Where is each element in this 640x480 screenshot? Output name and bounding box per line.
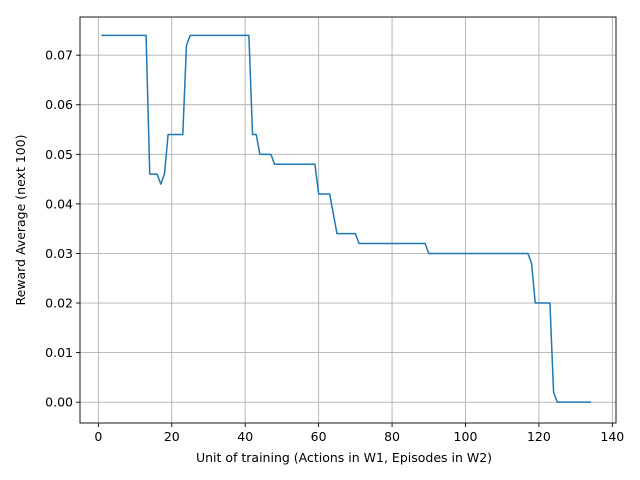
x-tick-label: 140 xyxy=(600,429,624,444)
y-axis-label: Reward Average (next 100) xyxy=(13,134,28,305)
y-tick-label: 0.07 xyxy=(45,48,73,63)
grid xyxy=(80,17,616,423)
y-tick-label: 0.03 xyxy=(45,246,73,261)
y-tick-label: 0.02 xyxy=(45,296,73,311)
x-axis: 0 20 40 60 80 100 120 140 xyxy=(94,423,624,444)
plot-frame xyxy=(79,16,617,424)
y-tick-label: 0.04 xyxy=(45,196,73,211)
y-tick-label: 0.01 xyxy=(45,345,73,360)
y-tick-label: 0.05 xyxy=(45,147,73,162)
series-line xyxy=(101,34,592,403)
y-tick-label: 0.00 xyxy=(45,395,73,410)
x-tick-label: 0 xyxy=(94,429,102,444)
x-tick-label: 60 xyxy=(311,429,327,444)
x-tick-label: 80 xyxy=(384,429,400,444)
x-tick-label: 20 xyxy=(164,429,180,444)
x-tick-label: 100 xyxy=(454,429,478,444)
y-axis: 0.00 0.01 0.02 0.03 0.04 0.05 0.06 0.07 xyxy=(45,48,80,410)
x-axis-label: Unit of training (Actions in W1, Episode… xyxy=(196,450,492,465)
x-tick-label: 40 xyxy=(237,429,253,444)
y-tick-label: 0.06 xyxy=(45,97,73,112)
series-group xyxy=(101,34,592,403)
x-tick-label: 120 xyxy=(527,429,551,444)
